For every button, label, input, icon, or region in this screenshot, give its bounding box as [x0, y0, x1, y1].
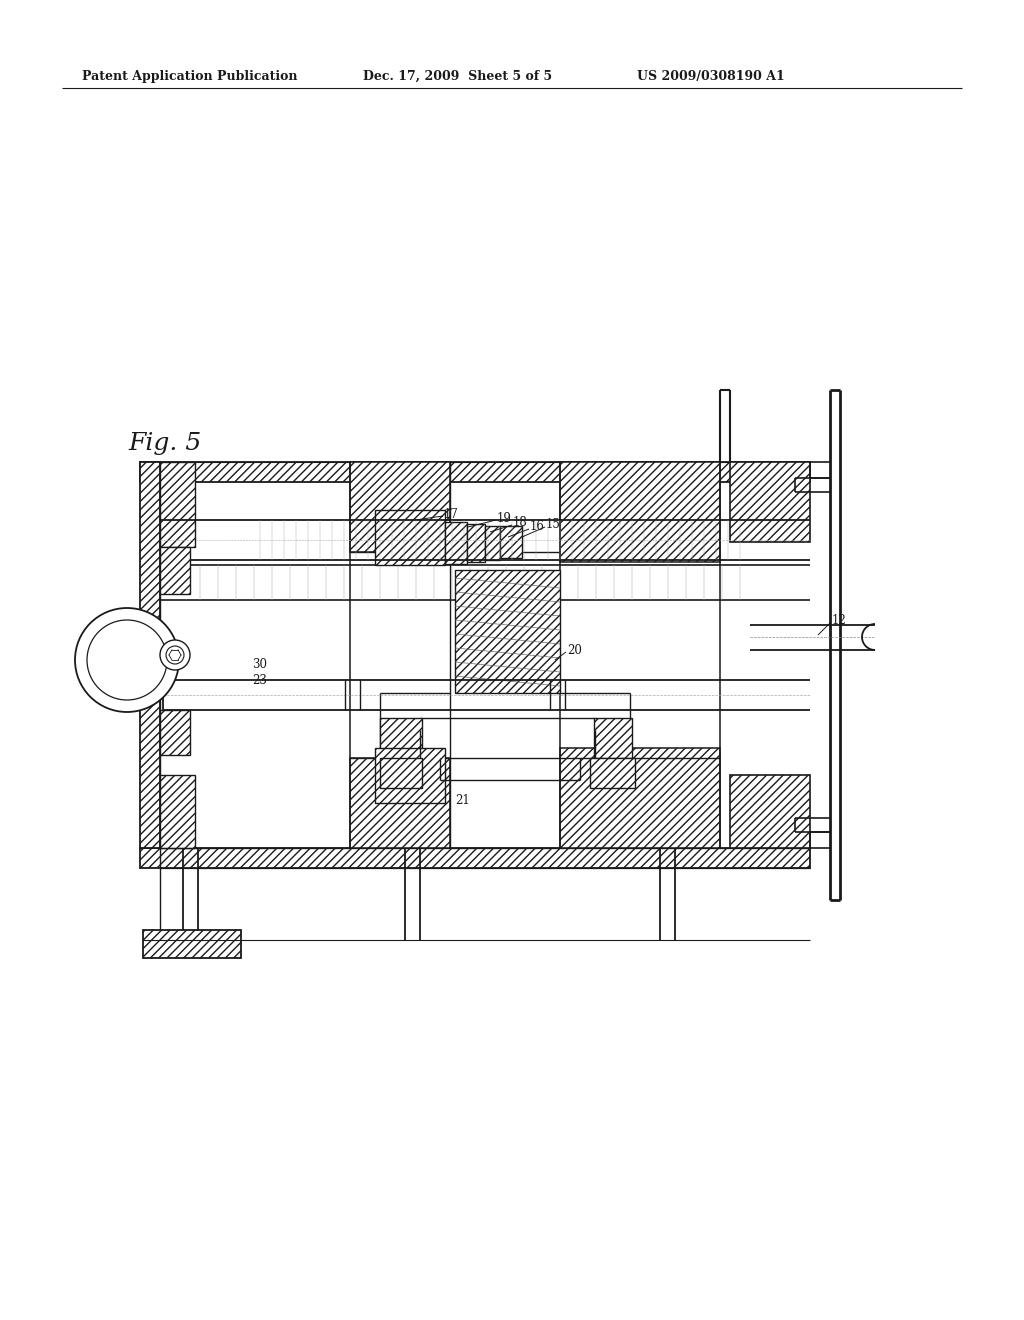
Bar [160, 462, 195, 546]
Bar [445, 521, 467, 564]
Bar [380, 758, 422, 788]
Bar [375, 510, 445, 565]
Bar [160, 546, 190, 594]
Circle shape [87, 620, 167, 700]
Text: 17: 17 [444, 507, 459, 520]
Bar [143, 931, 241, 958]
Circle shape [166, 645, 184, 664]
Bar [560, 462, 720, 562]
Bar [350, 462, 450, 552]
Text: 16: 16 [530, 520, 545, 533]
Text: 12: 12 [831, 614, 847, 627]
Bar [140, 847, 810, 869]
Bar [140, 462, 810, 482]
Bar [160, 775, 195, 847]
Text: 23: 23 [252, 673, 267, 686]
Bar [590, 758, 635, 788]
Text: US 2009/0308190 A1: US 2009/0308190 A1 [637, 70, 784, 83]
Bar [500, 525, 522, 558]
Text: 21: 21 [455, 793, 470, 807]
Text: 30: 30 [252, 659, 267, 672]
Bar [594, 718, 632, 758]
Bar [485, 525, 500, 560]
Bar [467, 524, 485, 562]
Bar [375, 748, 445, 803]
Bar [140, 462, 160, 847]
Bar [350, 758, 450, 847]
Text: Patent Application Publication: Patent Application Publication [82, 70, 298, 83]
Text: Dec. 17, 2009  Sheet 5 of 5: Dec. 17, 2009 Sheet 5 of 5 [362, 70, 552, 83]
Polygon shape [455, 570, 560, 693]
Bar [380, 718, 422, 758]
Circle shape [160, 640, 190, 671]
Text: 18: 18 [513, 516, 527, 529]
Bar [103, 630, 128, 690]
Bar [160, 710, 190, 755]
Bar [560, 748, 720, 847]
Circle shape [75, 609, 179, 711]
Bar [730, 775, 810, 847]
Text: 15: 15 [546, 519, 561, 532]
Text: Fig. 5: Fig. 5 [128, 432, 202, 455]
Bar [93, 638, 105, 682]
Text: 20: 20 [567, 644, 582, 656]
Text: 19: 19 [497, 511, 512, 524]
Bar [730, 462, 810, 543]
